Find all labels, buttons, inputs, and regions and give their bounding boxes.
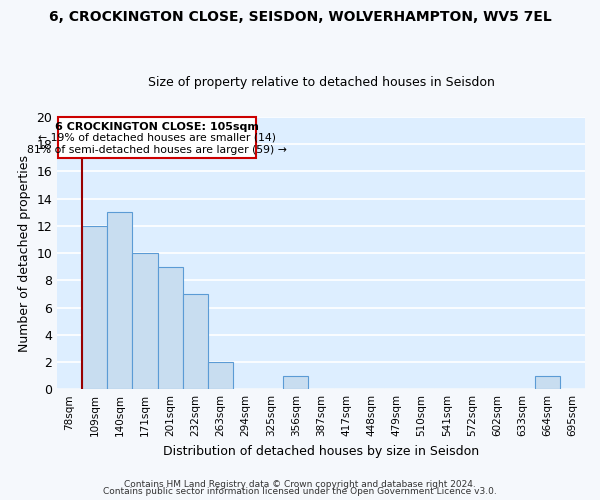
Text: 6, CROCKINGTON CLOSE, SEISDON, WOLVERHAMPTON, WV5 7EL: 6, CROCKINGTON CLOSE, SEISDON, WOLVERHAM… [49, 10, 551, 24]
Bar [535, 376, 560, 389]
Text: Contains HM Land Registry data © Crown copyright and database right 2024.: Contains HM Land Registry data © Crown c… [124, 480, 476, 489]
Bar [208, 362, 233, 389]
Text: 81% of semi-detached houses are larger (59) →: 81% of semi-detached houses are larger (… [27, 144, 287, 154]
Bar [283, 376, 308, 389]
Bar [133, 253, 158, 389]
Text: 6 CROCKINGTON CLOSE: 105sqm: 6 CROCKINGTON CLOSE: 105sqm [55, 122, 259, 132]
Bar [58, 117, 256, 158]
Bar [82, 226, 107, 389]
Bar [182, 294, 208, 389]
Text: ← 19% of detached houses are smaller (14): ← 19% of detached houses are smaller (14… [38, 132, 276, 142]
Bar [107, 212, 133, 389]
Bar [158, 266, 182, 389]
Y-axis label: Number of detached properties: Number of detached properties [17, 154, 31, 352]
Title: Size of property relative to detached houses in Seisdon: Size of property relative to detached ho… [148, 76, 494, 90]
Text: Contains public sector information licensed under the Open Government Licence v3: Contains public sector information licen… [103, 487, 497, 496]
X-axis label: Distribution of detached houses by size in Seisdon: Distribution of detached houses by size … [163, 444, 479, 458]
